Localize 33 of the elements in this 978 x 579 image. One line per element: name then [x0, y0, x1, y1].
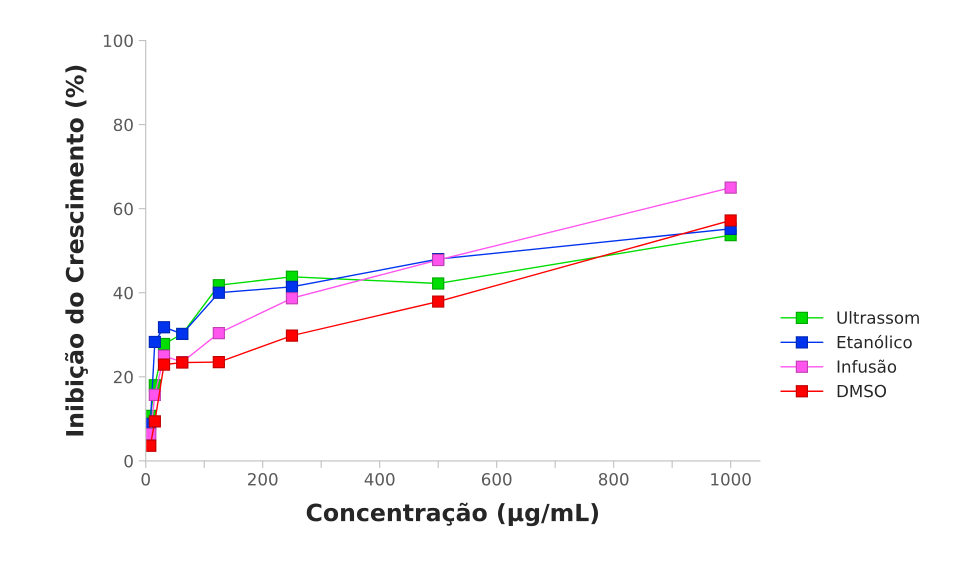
y-axis-title: Inibição do Crescimento (%): [64, 66, 88, 436]
x-axis-title: Concentração (µg/mL): [306, 502, 598, 526]
point: [212, 326, 225, 340]
point: [724, 182, 737, 194]
point: [286, 280, 298, 293]
y-tick-label: 80: [114, 118, 133, 132]
point: [212, 356, 225, 368]
point: [432, 277, 444, 290]
x-tick-label: 200: [248, 472, 278, 486]
point: [148, 415, 161, 428]
point: [724, 214, 737, 227]
legend-label: Etanólico: [838, 334, 912, 348]
x-tick-label: 400: [364, 472, 394, 486]
point: [146, 440, 156, 452]
point: [286, 330, 298, 342]
legend-label: Ultrassom: [837, 311, 919, 324]
point: [286, 292, 298, 304]
legend-label: Infusão: [838, 360, 896, 373]
x-tick-label: 1000: [711, 472, 751, 486]
point: [158, 321, 170, 334]
y-tick-label: 20: [114, 370, 133, 384]
point: [158, 358, 170, 371]
point: [148, 336, 161, 348]
x-tick-label: 800: [598, 472, 628, 486]
x-tick-label: 600: [482, 472, 512, 486]
legend-label: DMSO: [838, 384, 886, 398]
point: [432, 295, 444, 308]
point: [212, 286, 225, 299]
y-tick-label: 40: [114, 286, 133, 300]
y-tick-label: 100: [104, 34, 133, 48]
x-tick-label: 0: [142, 472, 150, 486]
y-tick-label: 60: [114, 202, 133, 216]
y-tick-label: 0: [124, 454, 133, 468]
